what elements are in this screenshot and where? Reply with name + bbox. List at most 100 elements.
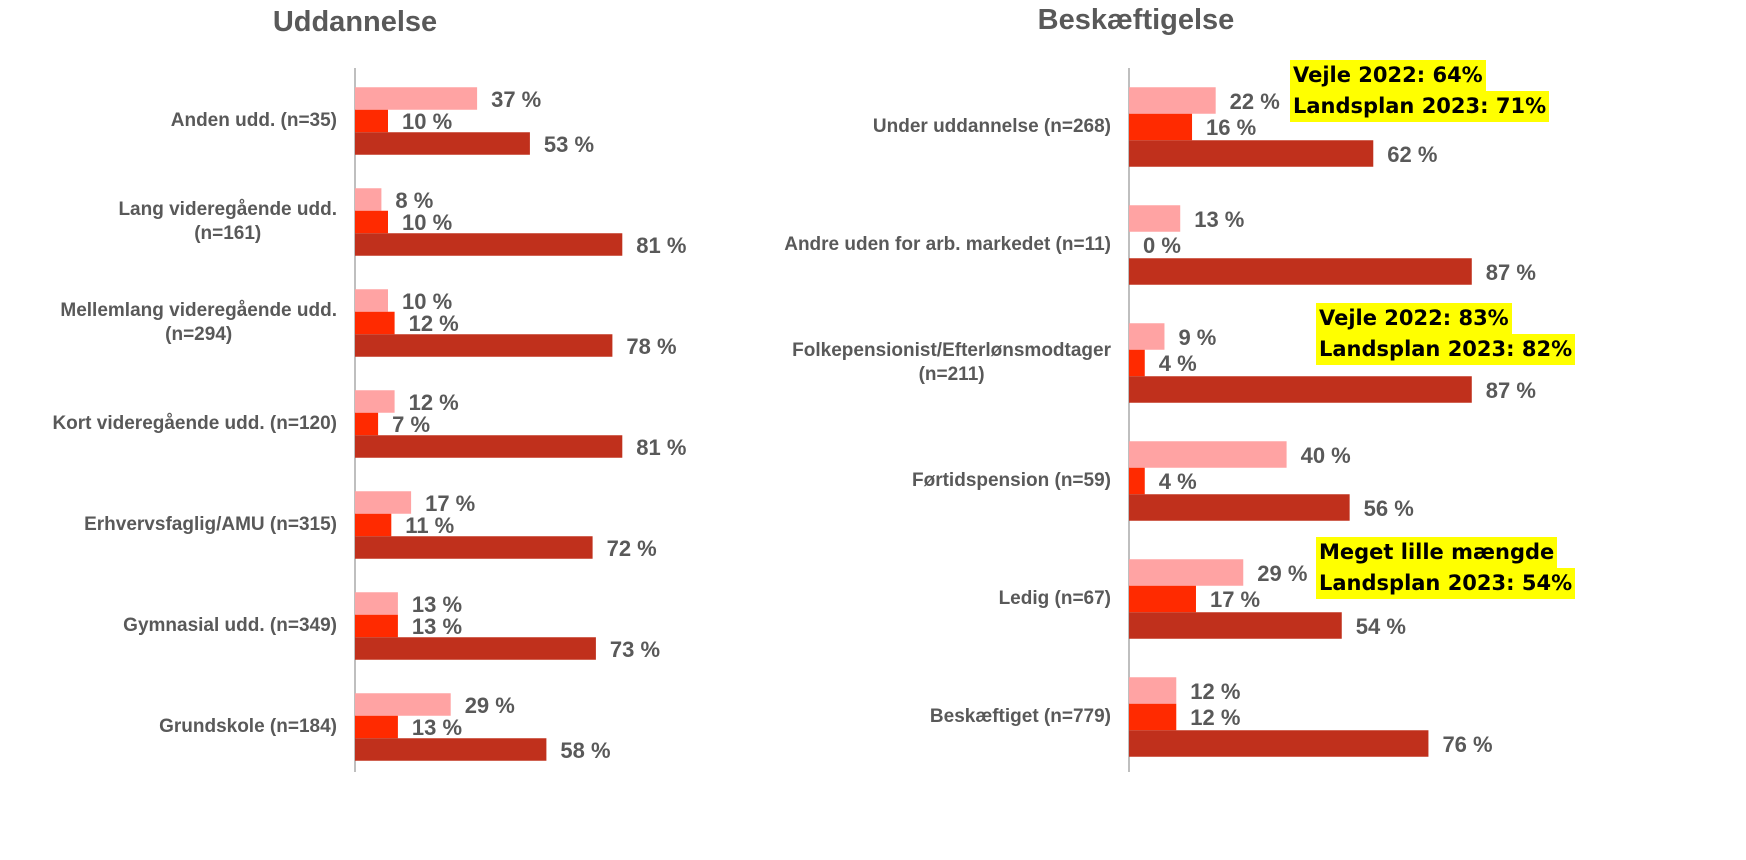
value-label: 10 %	[402, 288, 453, 314]
value-label: 81 %	[636, 232, 687, 258]
value-label: 22 %	[1229, 88, 1280, 114]
category-label: Mellemlang videregående udd. (n=294)	[60, 300, 337, 345]
value-label: 29 %	[464, 692, 515, 718]
value-label: 78 %	[626, 333, 677, 359]
bar	[355, 334, 613, 357]
value-label: 81 %	[636, 434, 687, 460]
category-label: Anden udd. (n=35)	[170, 110, 337, 131]
value-label: 17 %	[425, 490, 476, 516]
bar	[355, 210, 388, 234]
annotation-line: Landsplan 2023: 82%	[1316, 334, 1576, 365]
value-label: 29 %	[1257, 560, 1308, 586]
bar	[1129, 703, 1177, 731]
value-label: 13 %	[1194, 206, 1245, 232]
bar	[355, 87, 478, 110]
value-label: 8 %	[395, 187, 434, 213]
category-label: Førtidspension (n=59)	[912, 470, 1111, 491]
bar	[1129, 323, 1165, 350]
bar	[1129, 87, 1216, 114]
bar	[355, 412, 379, 436]
annotation: Vejle 2022: 64% Landsplan 2023: 71%	[1290, 60, 1550, 122]
value-label: 37 %	[491, 86, 542, 112]
value-label: 10 %	[402, 109, 453, 134]
bar	[1129, 585, 1196, 613]
value-label: 7 %	[392, 412, 431, 437]
bar	[1129, 205, 1181, 232]
value-label: 12 %	[408, 389, 459, 415]
category-label: Gymnasial udd. (n=349)	[123, 615, 337, 636]
annotation-line: Meget lille mængde	[1316, 537, 1558, 568]
annotation: Meget lille mængde Landsplan 2023: 54%	[1316, 537, 1576, 599]
chart-title: Beskæftigelse	[1037, 4, 1235, 36]
value-label: 13 %	[411, 715, 463, 740]
annotation: Vejle 2022: 83% Landsplan 2023: 82%	[1316, 303, 1576, 365]
value-label: 56 %	[1363, 495, 1414, 521]
bar	[355, 390, 395, 413]
bar	[355, 289, 388, 312]
bar	[355, 109, 388, 133]
annotation-line: Landsplan 2023: 54%	[1316, 568, 1576, 599]
value-label: 54 %	[1355, 613, 1406, 639]
chart-title: Uddannelse	[272, 6, 438, 38]
value-label: 12 %	[1190, 678, 1241, 704]
value-label: 12 %	[408, 311, 459, 336]
value-label: 13 %	[411, 614, 463, 639]
value-label: 58 %	[560, 737, 611, 763]
bar	[1129, 730, 1429, 757]
bar	[1129, 612, 1342, 639]
annotation-line: Vejle 2022: 83%	[1316, 303, 1512, 334]
bar	[355, 132, 530, 155]
value-label: 4 %	[1158, 469, 1197, 494]
bar	[1129, 441, 1287, 468]
value-label: 87 %	[1485, 259, 1536, 285]
value-label: 40 %	[1300, 442, 1351, 468]
annotation-line: Landsplan 2023: 71%	[1290, 91, 1550, 122]
bar	[1129, 258, 1472, 285]
category-label: Lang videregående udd. (n=161)	[118, 199, 337, 244]
value-label: 16 %	[1206, 115, 1257, 140]
category-label: Andre uden for arb. markedet (n=11)	[784, 234, 1111, 255]
bar	[1129, 677, 1177, 704]
annotation-line: Vejle 2022: 64%	[1290, 60, 1486, 91]
bar	[355, 715, 398, 739]
category-label: Under uddannelse (n=268)	[872, 116, 1111, 137]
category-label: Folkepensionist/Efterlønsmodtager (n=211…	[792, 340, 1111, 385]
category-label: Grundskole (n=184)	[159, 716, 337, 737]
bar	[355, 188, 382, 211]
category-label: Ledig (n=67)	[998, 588, 1111, 609]
bar	[1129, 467, 1145, 495]
value-label: 62 %	[1387, 141, 1438, 167]
bar	[1129, 113, 1193, 141]
bar	[355, 738, 547, 761]
value-label: 53 %	[543, 131, 595, 157]
value-label: 4 %	[1158, 351, 1197, 376]
value-label: 17 %	[1209, 587, 1261, 612]
category-label: Erhvervsfaglig/AMU (n=315)	[84, 514, 337, 535]
value-label: 11 %	[405, 513, 455, 538]
bar	[355, 693, 451, 716]
bar	[355, 536, 593, 559]
bar	[1129, 140, 1374, 167]
bar	[355, 491, 412, 514]
bar	[1129, 559, 1244, 586]
bar	[355, 614, 398, 638]
bar	[355, 637, 596, 660]
bar	[1129, 349, 1145, 377]
category-label: Kort videregående udd. (n=120)	[52, 413, 337, 434]
category-label: Beskæftiget (n=779)	[929, 706, 1111, 727]
bar	[355, 311, 395, 335]
value-label: 10 %	[402, 210, 453, 235]
value-label: 73 %	[609, 636, 661, 662]
bar	[355, 435, 623, 458]
value-label: 72 %	[606, 535, 657, 561]
value-label: 76 %	[1442, 731, 1493, 757]
value-label: 0 %	[1143, 233, 1181, 258]
bar	[1129, 494, 1350, 521]
bar	[355, 513, 392, 537]
bar	[1129, 376, 1472, 403]
value-label: 13 %	[411, 591, 463, 617]
value-label: 9 %	[1178, 324, 1217, 350]
value-label: 12 %	[1190, 705, 1241, 730]
